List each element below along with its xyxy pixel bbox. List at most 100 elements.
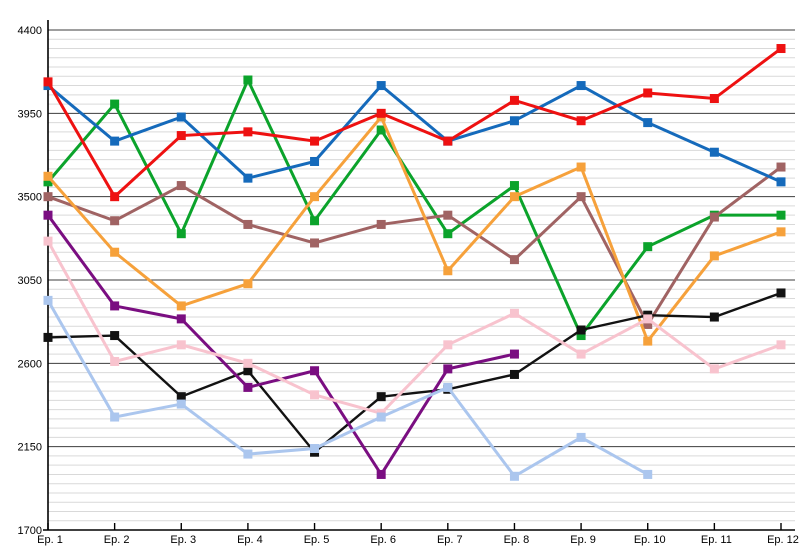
series-brown-marker	[576, 192, 586, 202]
series-brown-marker	[43, 192, 53, 202]
series-green-marker	[110, 99, 120, 109]
series-blue-marker	[576, 81, 586, 91]
series-lightblue-marker	[376, 412, 386, 422]
series-red-marker	[43, 77, 53, 87]
series-pink-marker	[176, 340, 186, 350]
series-brown-marker	[709, 212, 719, 222]
series-pink-marker	[310, 390, 320, 400]
series-red-marker	[110, 192, 120, 202]
series-green-line	[46, 76, 781, 339]
series-lightblue-line	[46, 299, 649, 479]
series-black-line	[47, 291, 782, 454]
series-red-marker	[376, 108, 386, 118]
series-blue-marker	[643, 118, 653, 128]
series-purple-marker	[443, 364, 453, 374]
y-axis-tick-label: 3950	[18, 108, 42, 120]
series-pink-marker	[443, 340, 453, 350]
series-orange-marker	[776, 227, 786, 237]
series-blue-marker	[176, 112, 186, 122]
series-green-marker	[643, 242, 653, 252]
series-green-marker	[576, 331, 586, 341]
series-lightblue-marker	[576, 432, 586, 442]
series-pink-marker	[509, 308, 519, 318]
series-blue-marker	[110, 136, 120, 146]
series-lightblue-marker	[509, 471, 519, 481]
series-lightblue-marker	[243, 449, 253, 459]
x-axis-tick-label: Ep. 4	[237, 534, 263, 546]
x-axis-tick-label: Ep. 5	[304, 534, 330, 546]
series-lightblue-marker	[643, 469, 653, 479]
series-orange-marker	[576, 162, 586, 172]
series-pink-marker	[243, 358, 253, 368]
series-red-marker	[509, 95, 519, 105]
series-black-marker	[509, 369, 519, 379]
series-blue-marker	[243, 173, 253, 183]
x-axis-tick-label: Ep. 10	[634, 534, 666, 546]
series-blue-marker	[776, 177, 786, 187]
series-pink-marker	[43, 236, 53, 246]
series-black-marker	[376, 392, 386, 402]
series-green-marker	[509, 181, 519, 191]
series-green-marker	[176, 229, 186, 239]
series-red-marker	[643, 88, 653, 98]
series-pink-marker	[709, 364, 719, 374]
series-green-marker	[443, 229, 453, 239]
series-brown-marker	[176, 181, 186, 191]
series-brown-marker	[376, 219, 386, 229]
series-red-line	[46, 47, 782, 200]
series-purple-marker	[243, 382, 253, 392]
series-black-marker	[709, 312, 719, 322]
x-axis-tick-label: Ep. 11	[701, 534, 732, 546]
series-red-marker	[776, 44, 786, 54]
series-black-marker	[776, 288, 786, 298]
series-orange-marker	[110, 247, 120, 257]
series-purple-marker	[43, 210, 53, 220]
series-brown-marker	[310, 238, 320, 248]
series-brown-marker	[243, 219, 253, 229]
series-red-marker	[443, 136, 453, 146]
series-lightblue-marker	[443, 382, 453, 392]
series-orange-marker	[709, 251, 719, 261]
series-orange-marker	[443, 266, 453, 276]
series-lightblue-marker	[310, 444, 320, 454]
series-pink-marker	[110, 356, 120, 366]
series-purple-marker	[509, 349, 519, 359]
y-axis-tick-label: 2150	[18, 442, 42, 454]
series-orange-marker	[509, 192, 519, 202]
x-axis-tick-label: Ep. 6	[370, 534, 396, 546]
series-purple-marker	[376, 469, 386, 479]
series-black-marker	[243, 366, 253, 376]
series-green-marker	[243, 75, 253, 85]
series-blue-marker	[376, 81, 386, 91]
series-pink-line	[46, 240, 782, 416]
series-brown-marker	[509, 255, 519, 265]
x-axis-tick-label: Ep. 9	[570, 534, 596, 546]
x-axis-tick-label: Ep. 7	[437, 534, 463, 546]
series-green-marker	[776, 210, 786, 220]
series-pink-marker	[576, 349, 586, 359]
y-axis-tick-label: 1700	[18, 525, 42, 537]
series-lightblue-marker	[43, 295, 53, 305]
series-red-marker	[310, 136, 320, 146]
series-orange-marker	[310, 192, 320, 202]
series-green-marker	[43, 177, 53, 187]
series-orange-marker	[176, 301, 186, 311]
y-axis-tick-label: 3500	[18, 192, 42, 204]
series-purple-marker	[310, 366, 320, 376]
x-axis-tick-label: Ep. 2	[104, 534, 130, 546]
series-red-marker	[576, 116, 586, 126]
series-pink-marker	[643, 314, 653, 324]
x-axis-tick-label: Ep. 3	[170, 534, 196, 546]
x-axis-tick-label: Ep. 8	[504, 534, 530, 546]
series-black-marker	[110, 331, 120, 341]
series-red-marker	[243, 127, 253, 137]
series-green-marker	[376, 125, 386, 135]
series-red-marker	[709, 94, 719, 104]
series-orange-marker	[643, 336, 653, 346]
series-black-marker	[43, 332, 53, 342]
series-blue-marker	[509, 116, 519, 126]
y-axis-tick-label: 2600	[18, 358, 42, 370]
series-orange-marker	[43, 171, 53, 181]
